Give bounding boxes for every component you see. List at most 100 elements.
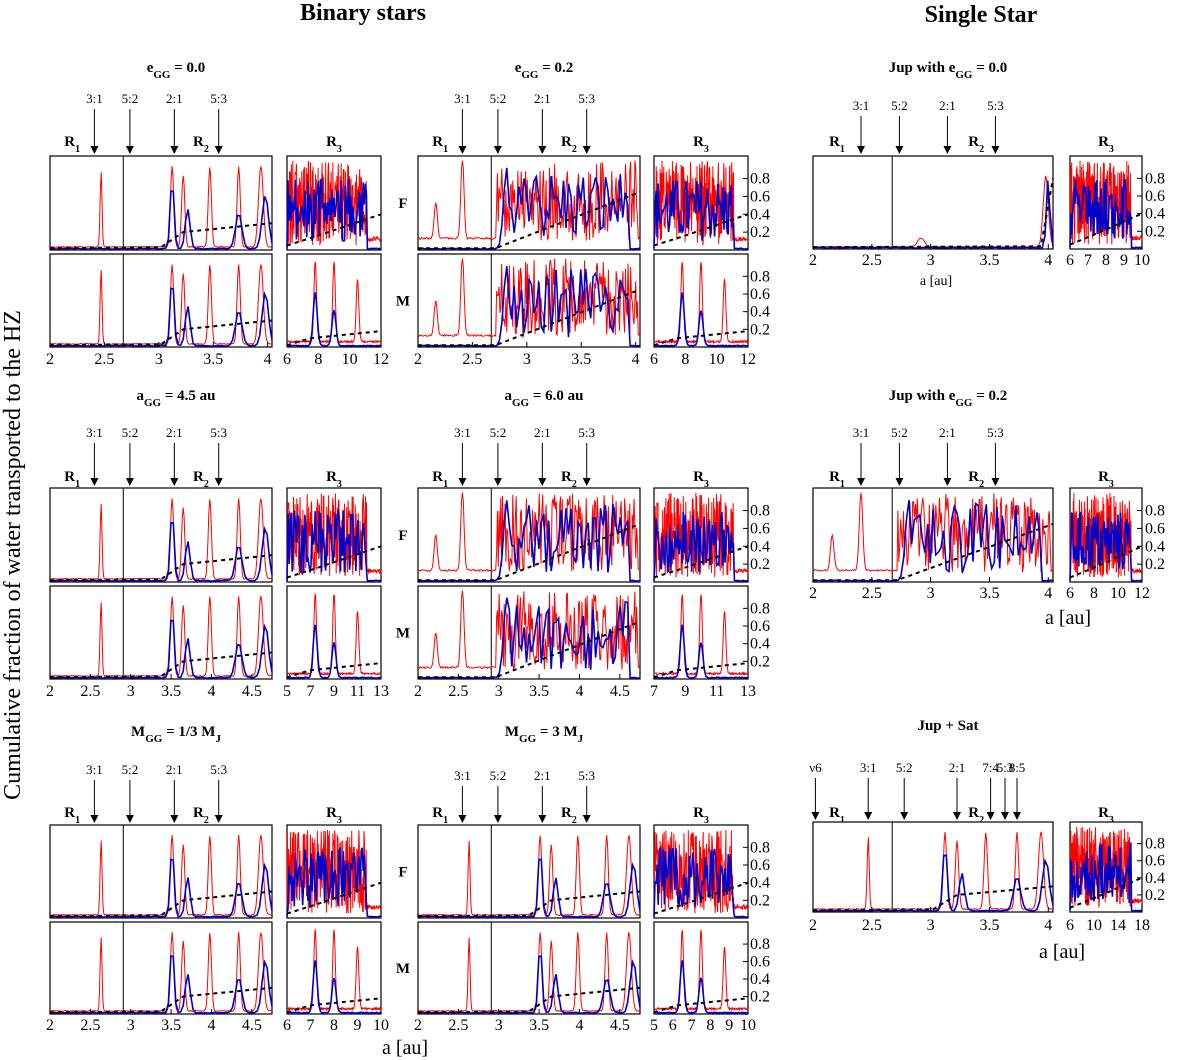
x-tick-label-inner: 2.5 xyxy=(448,1017,468,1034)
s3-outer-top-dashed-curve xyxy=(1069,876,1143,909)
resonance-arrowhead-icon xyxy=(900,812,909,820)
resonance-label: 5:2 xyxy=(122,425,139,440)
resonance-arrowhead-icon xyxy=(214,478,223,486)
x-tick-label-outer: 9 xyxy=(330,683,338,700)
p2-outer-bottom-blue-curve xyxy=(654,292,749,348)
p6-inner-top-blue-curve xyxy=(417,858,641,918)
resonance-label: 5:3 xyxy=(210,762,227,777)
x-tick-label-inner: 4 xyxy=(575,1017,583,1034)
y-tick-label: 0.6 xyxy=(750,954,770,971)
x-tick-label-outer: 7 xyxy=(650,683,658,700)
p5-inner-top xyxy=(49,824,273,919)
y-tick-label: 0.2 xyxy=(750,653,770,670)
x-tick-label-inner: 3.5 xyxy=(203,351,223,368)
row-label-M: M xyxy=(396,626,410,642)
p1-inner-top-blue-curve xyxy=(49,190,273,250)
resonance-label: 5:3 xyxy=(210,425,227,440)
x-tick-label-inner: 3 xyxy=(927,917,935,934)
x-tick-label-outer: 12 xyxy=(740,351,756,368)
x-tick-label-inner: 3.5 xyxy=(979,252,999,269)
x-tick-label-outer: 10 xyxy=(1134,252,1150,269)
resonance-arrowhead-icon xyxy=(214,146,223,154)
x-tick-label-outer: 12 xyxy=(1134,585,1150,602)
resonance-label: 5:2 xyxy=(490,91,507,106)
p3-inner-bottom-blue-curve xyxy=(49,619,273,679)
row-label-M: M xyxy=(396,961,410,977)
s1-inner-top-dashed-curve xyxy=(812,178,1054,249)
region-label-3: R3 xyxy=(326,134,342,155)
x-tick-label-inner: 3.5 xyxy=(529,1017,549,1034)
region-label-3: R3 xyxy=(1098,134,1114,155)
region-label-3: R3 xyxy=(693,134,709,155)
resonance-arrowhead-icon xyxy=(857,146,865,154)
resonance-arrowhead-icon xyxy=(538,815,547,823)
s1-inner-top xyxy=(812,155,1054,250)
y-tick-label: 0.2 xyxy=(750,224,770,241)
p2-outer-bottom xyxy=(653,253,749,348)
x-tick-label-inner: 2.5 xyxy=(80,1017,100,1034)
resonance-label: 5:3 xyxy=(578,425,595,440)
y-tick-label: 0.2 xyxy=(750,556,770,573)
x-tick-label-outer: 5 xyxy=(650,1017,658,1034)
resonance-arrowhead-icon xyxy=(943,478,952,486)
y-tick-label: 0.4 xyxy=(750,538,770,555)
x-tick-label-inner: 3 xyxy=(495,1017,503,1034)
p1-outer-bottom xyxy=(286,253,382,348)
resonance-label: 5:2 xyxy=(490,425,507,440)
p1-inner-bottom-blue-curve xyxy=(50,287,273,347)
x-tick-label-inner: 3 xyxy=(523,351,531,368)
resonance-label: 5:3 xyxy=(987,98,1004,113)
x-tick-label-outer: 10 xyxy=(709,351,725,368)
x-tick-label-inner: 3 xyxy=(927,252,935,269)
p5-outer-bottom-dashed-curve xyxy=(286,997,382,1014)
p1-outer-top-dashed-curve xyxy=(286,213,382,247)
resonance-arrowhead-icon xyxy=(582,478,591,486)
x-tick-label-inner: 3 xyxy=(155,351,163,368)
x-tick-label-outer: 6 xyxy=(650,351,658,368)
region-label-2: R2 xyxy=(193,134,209,155)
p3-outer-bottom-blue-curve xyxy=(286,624,382,680)
resonance-label: 2:1 xyxy=(534,768,551,783)
x-tick-label-outer: 9 xyxy=(1120,252,1128,269)
region-label-2: R2 xyxy=(968,469,984,490)
x-tick-label-inner: 3 xyxy=(495,683,503,700)
resonance-arrowhead-icon xyxy=(458,146,467,154)
panel-p6: MGG = 3 MJ3:1 5:2 2:1 5:3R1 R2 R3FM0.80.60.40… xyxy=(396,724,770,1034)
x-tick-label-inner: 3 xyxy=(927,585,935,602)
region-label-2: R2 xyxy=(193,469,209,490)
x-tick-label-inner: 4 xyxy=(1044,585,1052,602)
x-tick-label-outer: 8 xyxy=(330,1017,338,1034)
resonance-label: 5:3 xyxy=(578,768,595,783)
x-tick-label-inner: 2 xyxy=(809,252,817,269)
region-label-2: R2 xyxy=(561,134,577,155)
p2-inner-bottom-red-curve xyxy=(417,258,641,339)
x-tick-label-inner: 4 xyxy=(1044,917,1052,934)
p6-inner-bottom-blue-curve xyxy=(418,955,641,1014)
panel-p1-title: eGG = 0.0 xyxy=(147,60,206,81)
x-tick-label-inner: 2 xyxy=(46,1017,54,1034)
x-tick-label-inner: 4.5 xyxy=(610,683,630,700)
s3-outer-top-blue-curve xyxy=(1069,841,1143,912)
x-tick-label-outer: 7 xyxy=(307,683,315,700)
y-tick-label: 0.4 xyxy=(750,971,770,988)
resonance-arrowhead-icon xyxy=(125,146,134,154)
x-tick-label-inner: 2 xyxy=(414,351,422,368)
x-tick-label-outer: 7 xyxy=(1084,252,1092,269)
x-tick-label-inner: 4 xyxy=(264,351,272,368)
panel-x-axis-label: a [au] xyxy=(920,274,952,289)
x-tick-label-inner: 3.5 xyxy=(161,1017,181,1034)
resonance-arrowhead-icon xyxy=(214,815,223,823)
x-tick-label-outer: 8 xyxy=(681,351,689,368)
resonance-label: 3:1 xyxy=(853,425,870,440)
y-tick-label: 0.6 xyxy=(750,520,770,537)
panel-s2: Jup with eGG = 0.23:1 5:2 2:1 5:3R1 R2 R30.80… xyxy=(809,388,1165,629)
x-tick-label-outer: 10 xyxy=(373,1017,389,1034)
resonance-label: 2:1 xyxy=(534,91,551,106)
resonance-arrowhead-icon xyxy=(582,146,591,154)
resonance-label: 5:3 xyxy=(210,91,227,106)
resonance-arrowhead-icon xyxy=(857,478,865,486)
resonance-label: 5:3 xyxy=(987,425,1004,440)
p5-outer-top-dashed-curve xyxy=(286,881,382,915)
x-tick-label-inner: 3.5 xyxy=(529,683,549,700)
y-tick-label: 0.8 xyxy=(750,600,770,617)
